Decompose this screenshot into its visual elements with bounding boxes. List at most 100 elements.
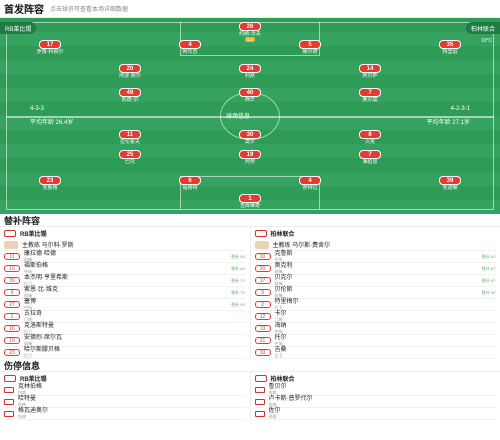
shirt-number: 9 bbox=[4, 289, 20, 296]
player-name: 卢卡斯·普罗代尔 bbox=[268, 395, 313, 402]
away-player[interactable]: 30 莫尔 bbox=[223, 130, 277, 145]
bench-player-row[interactable]: 12 卡尔 门将 bbox=[254, 311, 496, 323]
player-name: 拉伦霍夫 bbox=[119, 139, 140, 145]
injury-row[interactable]: 佐尔 停赛 bbox=[254, 408, 496, 420]
player-rating: 6.3 bbox=[245, 37, 255, 42]
away-player[interactable]: 23 克鲁格 bbox=[23, 176, 77, 191]
sub-info: 替补 70' bbox=[231, 289, 246, 295]
injury-icon bbox=[254, 386, 265, 393]
away-player[interactable]: 1 吉库维奇 bbox=[223, 194, 277, 209]
player-position: 前锋 bbox=[274, 280, 283, 286]
bench-player-row[interactable]: 10 福斯伯格 中场 替补 84' bbox=[4, 263, 246, 275]
injury-row[interactable]: 卢卡斯·普罗代尔 伤病 bbox=[254, 395, 496, 408]
player-position: 门将 bbox=[24, 316, 32, 322]
home-player[interactable]: 26 约纳·沃夫 6.3 bbox=[223, 22, 277, 43]
away-logo-icon bbox=[254, 229, 267, 237]
away-bench-team: 柏林联合 bbox=[270, 231, 295, 238]
player-name: 古拉奇 bbox=[24, 310, 43, 317]
bench-player-row[interactable]: 17 贝克尔 前锋 替补 87' bbox=[254, 275, 496, 287]
away-player[interactable]: 11 拉伦霍夫 bbox=[103, 130, 157, 145]
shirt-number: 35 bbox=[439, 40, 461, 49]
home-player[interactable]: 7 奥尔莫 bbox=[343, 88, 397, 103]
shirt-number: 24 bbox=[239, 64, 261, 73]
bench-player-row[interactable]: 9 索恩·比·维克 前锋 替补 70' bbox=[4, 287, 246, 299]
away-player[interactable]: 39 克诺赫 bbox=[423, 176, 477, 191]
away-player[interactable]: 8 贝克 bbox=[343, 130, 397, 145]
player-name: 罗博·科佩尔 bbox=[36, 49, 64, 55]
injury-row[interactable]: 格瓦迪奥尔 伤病 bbox=[4, 408, 246, 420]
shirt-number: 49 bbox=[119, 88, 141, 97]
bench-player-row[interactable]: 11 康拉德·哈德 前锋 替补 84' bbox=[4, 251, 246, 263]
bench-player-row[interactable]: 10 克鲁斯 中场 替补 61' bbox=[254, 250, 496, 263]
player-name: 安德烈·席尔瓦 bbox=[24, 334, 62, 341]
home-logo-icon bbox=[4, 229, 16, 237]
bench-player-row[interactable]: 27 塞博 中场 替补 90' bbox=[4, 299, 246, 311]
lineup-header: 首发阵容 点击球员可查看本场详细数据 bbox=[0, 0, 500, 18]
away-player[interactable]: 25 巴托 bbox=[103, 150, 157, 165]
bench-player-row[interactable]: 2 特里梅尔 后卫 bbox=[254, 299, 496, 311]
injury-status: 伤病 bbox=[18, 401, 26, 407]
player-position: 前锋 bbox=[274, 268, 283, 274]
sub-info: 替补 70' bbox=[231, 277, 246, 283]
shirt-number: 7 bbox=[359, 150, 381, 159]
home-player[interactable]: 17 罗博·科佩尔 bbox=[23, 40, 77, 55]
home-player[interactable]: 49 凯德·尔 bbox=[103, 88, 157, 103]
shirt-number: 20 bbox=[119, 64, 141, 73]
injury-icon bbox=[4, 386, 14, 393]
player-name: 巴托 bbox=[124, 159, 135, 165]
player-name: 格瓦迪奥尔 bbox=[18, 407, 49, 414]
bench-player-row[interactable]: 21 托尔 中场 bbox=[254, 335, 496, 347]
home-player[interactable]: 24 利默 bbox=[223, 64, 277, 79]
bench-player-row[interactable]: 20 奥克利 前锋 替补 67' bbox=[254, 263, 496, 275]
bench-player-row[interactable]: 9 贝伦斯 前锋 替补 90' bbox=[254, 287, 496, 299]
bench-player-row[interactable]: 23 哈尔斯滕贝格 后卫 bbox=[4, 347, 246, 359]
bench-columns: RB莱比锡 主教练 马尔科·罗斯 11 康拉德·哈德 前锋 替补 84' 10 福斯伯格中… bbox=[0, 226, 500, 359]
injury-row[interactable]: 克林伯格 伤病 bbox=[4, 384, 246, 396]
home-player[interactable]: 35 特里珀 bbox=[423, 40, 477, 55]
shirt-number: 14 bbox=[359, 64, 381, 73]
bench-player-row[interactable]: 1 古拉奇 门将 bbox=[4, 311, 246, 323]
injury-columns: RB莱比锡 克林伯格 伤病 哈特曼 伤病 格瓦迪奥尔 伤病 柏林联合 鲁贝尔 伤病 卢卡斯·普罗代… bbox=[0, 371, 500, 420]
shirt-number: 16 bbox=[4, 325, 20, 332]
away-team-tag[interactable]: 柏林联合 bbox=[465, 22, 500, 34]
away-player[interactable]: 6 福格特 bbox=[163, 176, 217, 191]
injury-icon bbox=[254, 410, 265, 417]
shirt-number: 25 bbox=[119, 150, 141, 159]
home-player[interactable]: 14 阿尔萨 bbox=[343, 64, 397, 79]
home-bench-team: RB莱比锡 bbox=[20, 231, 47, 238]
shirt-number: 40 bbox=[239, 88, 261, 97]
player-name: 康拉德·哈德 bbox=[24, 250, 56, 257]
bench-player-row[interactable]: 13 海纳 中场 bbox=[254, 322, 496, 335]
lineup-title: 首发阵容 bbox=[4, 5, 44, 16]
sub-info: 替补 84' bbox=[231, 265, 246, 271]
home-player[interactable]: 4 阿坎吉 bbox=[163, 40, 217, 55]
home-team-tag[interactable]: RB莱比锡 bbox=[0, 22, 37, 34]
player-name: 吉库维奇 bbox=[239, 203, 260, 209]
home-player[interactable]: 20 阿波·默尔 bbox=[103, 64, 157, 79]
player-name: 克鲁斯 bbox=[274, 250, 293, 257]
away-player[interactable]: 4 奈特拉 bbox=[283, 176, 337, 191]
player-position: 中场 bbox=[24, 304, 32, 310]
away-player[interactable]: 19 阿劳 bbox=[223, 150, 277, 165]
shirt-number: 9 bbox=[254, 289, 271, 296]
player-name: 克诺赫 bbox=[442, 185, 458, 191]
injury-row[interactable]: 哈特曼 伤病 bbox=[4, 396, 246, 408]
player-name: 克林伯格 bbox=[18, 383, 43, 390]
home-player[interactable]: 5 赫尔德 bbox=[283, 40, 337, 55]
bench-player-row[interactable]: 16 克洛斯特曼 后卫 bbox=[4, 323, 246, 335]
player-position: 后卫 bbox=[24, 328, 32, 334]
away-player[interactable]: 7 海伯恩 bbox=[343, 150, 397, 165]
player-name: 海纳 bbox=[274, 322, 287, 329]
injury-row[interactable]: 鲁贝尔 伤病 bbox=[254, 384, 496, 396]
away-bench: 柏林联合 主教练 乌尔斯·费舍尔 10 克鲁斯 中场 替补 61' 20 奥克利 前锋 替补 … bbox=[249, 227, 500, 359]
home-player[interactable]: 40 西芒 bbox=[223, 88, 277, 103]
player-name: 奥尔莫 bbox=[362, 97, 378, 103]
bench-player-row[interactable]: 39 本杰明·亨里希斯 后卫 替补 70' bbox=[4, 275, 246, 287]
player-position: 后卫 bbox=[24, 352, 32, 358]
player-position: 中场 bbox=[24, 268, 32, 274]
injury-status: 伤病 bbox=[18, 389, 26, 395]
bench-player-row[interactable]: 33 吉桑 后卫 bbox=[254, 347, 496, 359]
bench-player-row[interactable]: 19 安德烈·席尔瓦 前锋 bbox=[4, 335, 246, 347]
player-name: 海伯恩 bbox=[362, 159, 378, 165]
shirt-number: 17 bbox=[254, 277, 271, 284]
